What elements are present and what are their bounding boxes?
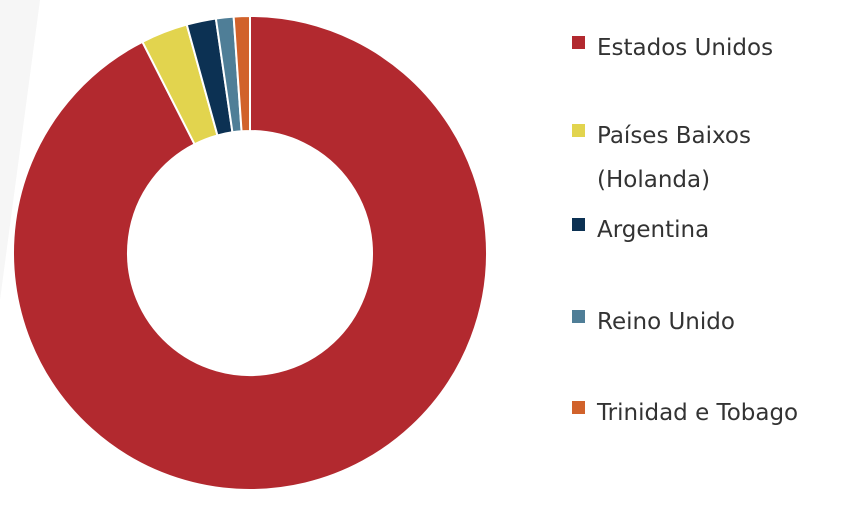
legend-item: Estados Unidos [572, 26, 837, 70]
legend-swatch [572, 36, 585, 49]
legend-item: Trinidad e Tobago [572, 391, 837, 435]
legend-swatch [572, 218, 585, 231]
legend-label: Argentina [597, 217, 710, 243]
legend-swatch [572, 124, 585, 137]
legend-item: Reino Unido [572, 300, 837, 344]
slice [12, 14, 488, 491]
slice [232, 14, 251, 133]
legend-label: Trinidad e Tobago [597, 400, 799, 426]
legend-swatch [572, 401, 585, 414]
legend-item: Países Baixos (Holanda) [572, 114, 797, 202]
legend-item: Argentina [572, 208, 837, 252]
legend-swatch [572, 310, 585, 323]
legend-label: Reino Unido [597, 309, 735, 335]
legend-label: Países Baixos (Holanda) [597, 123, 751, 193]
legend-label: Estados Unidos [597, 35, 774, 61]
background-shape [0, 0, 40, 300]
